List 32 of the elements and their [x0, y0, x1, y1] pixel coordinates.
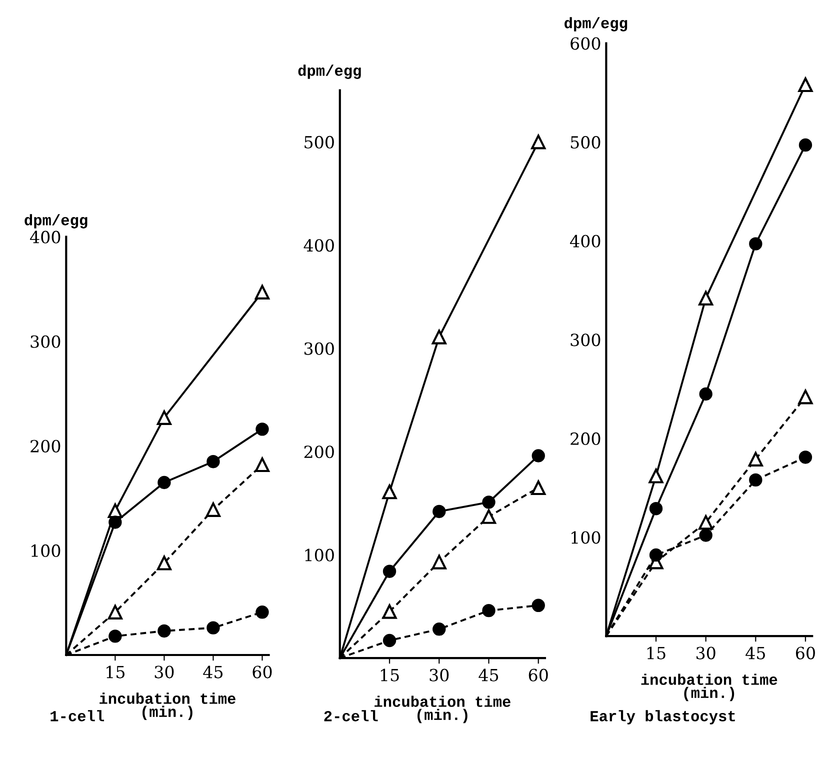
x-tick-label: 60 — [796, 646, 815, 660]
y-tick-label: 200 — [30, 440, 60, 452]
y-tick-label: 100 — [32, 544, 60, 558]
y-tick-label: 400 — [30, 230, 60, 244]
x-tick-label: 30 — [154, 666, 174, 678]
x-tick-label: 45 — [746, 646, 765, 660]
x-tick-label: 60 — [528, 668, 548, 682]
x-tick-label: 30 — [696, 646, 716, 660]
y-tick-label: 100 — [572, 531, 600, 544]
y-tick-label: 400 — [304, 239, 334, 252]
x-tick-label: 45 — [203, 666, 223, 678]
y-axis-title: dpm/egg — [24, 214, 88, 228]
x-tick-label: 45 — [478, 668, 498, 682]
y-tick-label: 300 — [30, 335, 60, 348]
x-axis-title: incubation time (min.) — [641, 674, 778, 702]
text: Early blastocyst — [590, 710, 735, 724]
y-tick-label: 200 — [570, 432, 600, 446]
y-axis-title: dpm/egg — [564, 17, 628, 32]
x-tick-label: 15 — [380, 668, 399, 682]
x-tick-label: 15 — [647, 646, 666, 660]
y-tick-label: 100 — [305, 548, 334, 562]
y-tick-label: 300 — [570, 334, 600, 346]
y-tick-label: 600 — [570, 37, 600, 50]
y-tick-label: 500 — [304, 136, 334, 148]
y-tick-label: 500 — [570, 136, 600, 149]
y-tick-label: 200 — [304, 446, 334, 458]
x-tick-label: 30 — [430, 668, 449, 682]
y-tick-label: 400 — [570, 234, 600, 248]
y-tick-label: 300 — [304, 342, 334, 355]
x-tick-label: 15 — [106, 666, 124, 678]
y-axis-title: dpm/egg — [298, 64, 361, 79]
x-tick-label: 60 — [252, 666, 272, 678]
